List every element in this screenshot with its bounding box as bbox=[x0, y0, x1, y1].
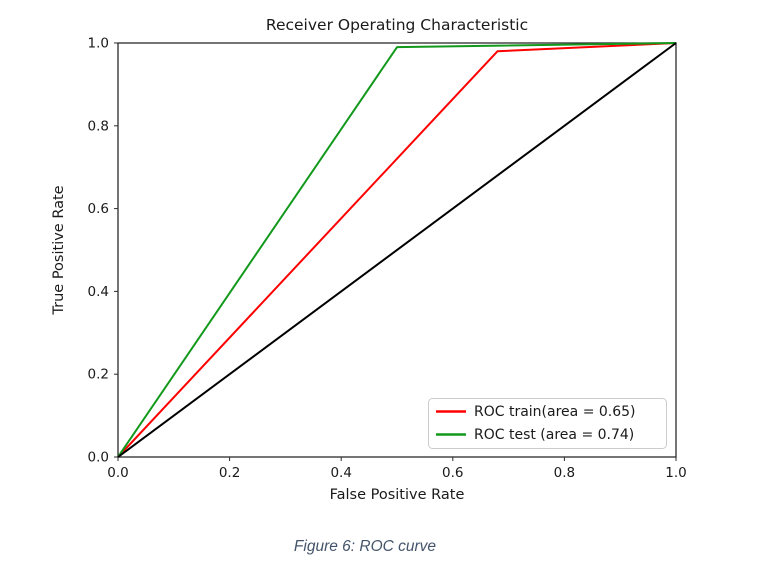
x-axis-label: False Positive Rate bbox=[330, 487, 465, 503]
x-tick-label: 0.0 bbox=[107, 465, 128, 481]
legend-label-test: ROC test (area = 0.74) bbox=[474, 427, 634, 443]
legend-box bbox=[428, 398, 667, 449]
x-tick-label: 0.4 bbox=[330, 465, 351, 481]
x-axis-ticks: 0.0 0.2 0.4 0.6 0.8 1.0 bbox=[107, 457, 687, 481]
figure-caption: Figure 6: ROC curve bbox=[293, 538, 437, 555]
legend-label-train: ROC train(area = 0.65) bbox=[474, 404, 636, 420]
x-tick-label: 1.0 bbox=[665, 465, 686, 481]
series-line-1 bbox=[117, 42, 677, 458]
y-tick-label: 1.0 bbox=[88, 36, 109, 52]
y-tick-label: 0.2 bbox=[88, 367, 109, 383]
y-tick-label: 0.0 bbox=[88, 450, 109, 466]
series-line-0 bbox=[117, 42, 677, 458]
plot-border bbox=[117, 42, 677, 458]
x-tick-label: 0.6 bbox=[442, 465, 463, 481]
x-tick-label: 0.2 bbox=[219, 465, 240, 481]
x-tick-label: 0.8 bbox=[554, 465, 575, 481]
chart-title: Receiver Operating Characteristic bbox=[266, 16, 528, 34]
y-axis-label: True Positive Rate bbox=[51, 185, 67, 315]
legend: ROC train(area = 0.65) ROC test (area = … bbox=[428, 398, 667, 449]
series-line-diagonal bbox=[117, 42, 677, 458]
y-tick-label: 0.8 bbox=[88, 118, 109, 134]
y-axis-ticks: 0.0 0.2 0.4 0.6 0.8 1.0 bbox=[88, 36, 118, 466]
y-tick-label: 0.4 bbox=[88, 284, 109, 300]
roc-chart: Receiver Operating Characteristic 0.0 0.2… bbox=[51, 16, 687, 503]
series-lines bbox=[117, 42, 677, 458]
y-tick-label: 0.6 bbox=[88, 201, 109, 217]
